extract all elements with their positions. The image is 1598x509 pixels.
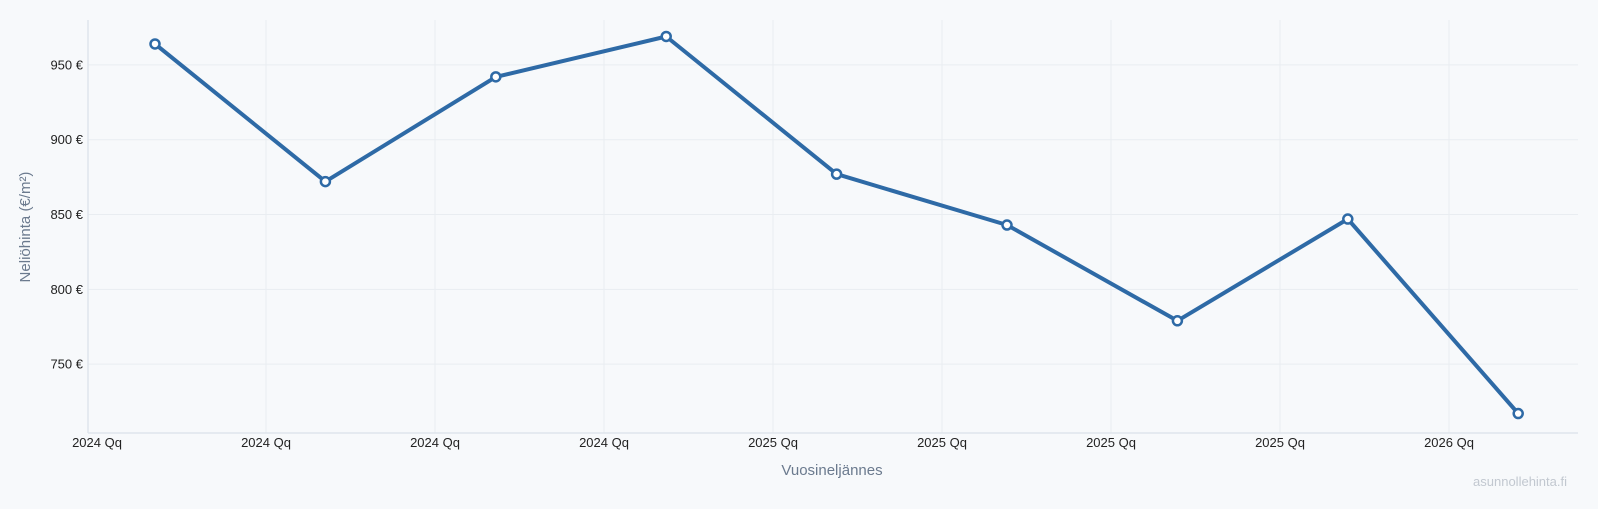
x-tick-label: 2024 Qq (241, 435, 291, 450)
data-point (1001, 219, 1013, 231)
y-tick-label: 750 € (50, 357, 83, 372)
x-tick-label: 2024 Qq (72, 435, 122, 450)
y-tick-label: 850 € (50, 207, 83, 222)
data-point (319, 175, 332, 188)
x-tick-label: 2025 Qq (1255, 435, 1305, 450)
x-tick-label: 2025 Qq (1086, 435, 1136, 450)
y-tick-label: 900 € (50, 132, 83, 147)
data-point (660, 30, 672, 43)
y-tick-label: 950 € (50, 57, 83, 72)
gridlines (88, 20, 1578, 433)
data-points (149, 30, 1524, 420)
y-axis-title: Neliöhinta (€/m²) (17, 172, 34, 283)
x-axis-ticks: 2024 Qq 2024 Qq 2024 Qq 2024 Qq 2025 Qq 2025 … (72, 435, 1474, 450)
data-point (1171, 315, 1184, 327)
data-point (149, 38, 161, 50)
x-tick-label: 2025 Qq (748, 435, 798, 450)
x-tick-label: 2024 Qq (410, 435, 460, 450)
data-point (490, 71, 502, 83)
y-tick-label: 800 € (50, 282, 83, 297)
watermark: asunnollehinta.fi (1473, 474, 1567, 489)
x-tick-label: 2024 Qq (579, 435, 629, 450)
data-point (830, 168, 843, 180)
x-tick-label: 2025 Qq (917, 435, 967, 450)
data-point (1512, 407, 1524, 420)
x-tick-label: 2026 Qq (1424, 435, 1474, 450)
y-axis-ticks: 750 € 800 € 850 € 900 € 950 € (50, 57, 83, 371)
data-point (1342, 213, 1354, 225)
series-line (153, 34, 1521, 416)
x-axis-title: Vuosineljännes (781, 462, 882, 479)
